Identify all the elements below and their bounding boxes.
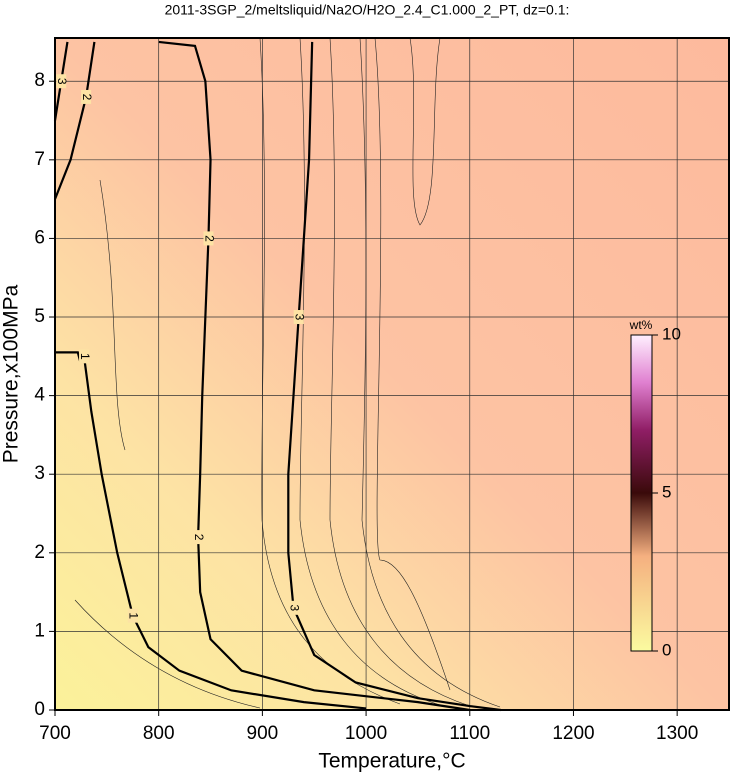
colorbar-tick-label: 10 xyxy=(662,324,681,343)
y-tick-label: 0 xyxy=(34,699,45,720)
plot-frame xyxy=(54,37,730,711)
y-tick-label: 8 xyxy=(34,70,45,91)
contour-label-bg xyxy=(81,89,92,104)
contour-label: 2 xyxy=(192,534,206,541)
x-tick-label: 1300 xyxy=(656,723,698,744)
x-tick-label: 1100 xyxy=(449,723,490,744)
contour-label-bg xyxy=(203,231,214,246)
contour-label: 1 xyxy=(127,612,141,619)
y-tick-label: 3 xyxy=(34,463,45,484)
y-tick-label: 7 xyxy=(34,149,45,170)
y-tick-label: 6 xyxy=(34,227,45,248)
y-tick-label: 2 xyxy=(34,542,45,563)
contour-label: 1 xyxy=(78,353,92,360)
contour-label: 3 xyxy=(55,78,69,85)
contour-line xyxy=(287,41,502,712)
colorbar xyxy=(630,334,653,652)
colorbar-label: wt% xyxy=(629,318,653,332)
y-tick-label: 1 xyxy=(34,620,45,641)
x-tick-label: 900 xyxy=(247,723,279,744)
contour-label-bg xyxy=(127,608,138,623)
contour-label: 2 xyxy=(80,94,94,101)
chart-title: 2011-3SGP_2/meltsliquid/Na2O/H2O_2.4_C1.… xyxy=(165,2,570,18)
contour-label: 2 xyxy=(202,235,216,242)
contour-label-bg xyxy=(193,530,204,545)
contour-line xyxy=(158,40,470,712)
contour-label-bg xyxy=(56,74,67,89)
contour-label-bg xyxy=(293,310,304,325)
y-tick-label: 5 xyxy=(34,306,45,327)
plot-background xyxy=(55,38,729,710)
x-tick-label: 700 xyxy=(39,723,71,744)
x-tick-label: 1000 xyxy=(345,723,387,744)
x-tick-label: 800 xyxy=(143,723,175,744)
contour-label-bg xyxy=(79,349,90,364)
y-tick-label: 4 xyxy=(34,385,45,406)
colorbar-tick-label: 5 xyxy=(662,482,671,501)
x-axis-label: Temperature,°C xyxy=(318,750,465,773)
minor-contours xyxy=(74,37,501,709)
contour-line xyxy=(53,41,96,200)
contour-label: 3 xyxy=(293,314,307,321)
contour-label: 3 xyxy=(287,604,301,611)
y-axis-label: Pressure,x100MPa xyxy=(0,284,23,463)
x-tick-label: 1200 xyxy=(552,723,594,744)
colorbar-tick-label: 0 xyxy=(662,640,671,659)
contour-label-bg xyxy=(288,600,299,615)
